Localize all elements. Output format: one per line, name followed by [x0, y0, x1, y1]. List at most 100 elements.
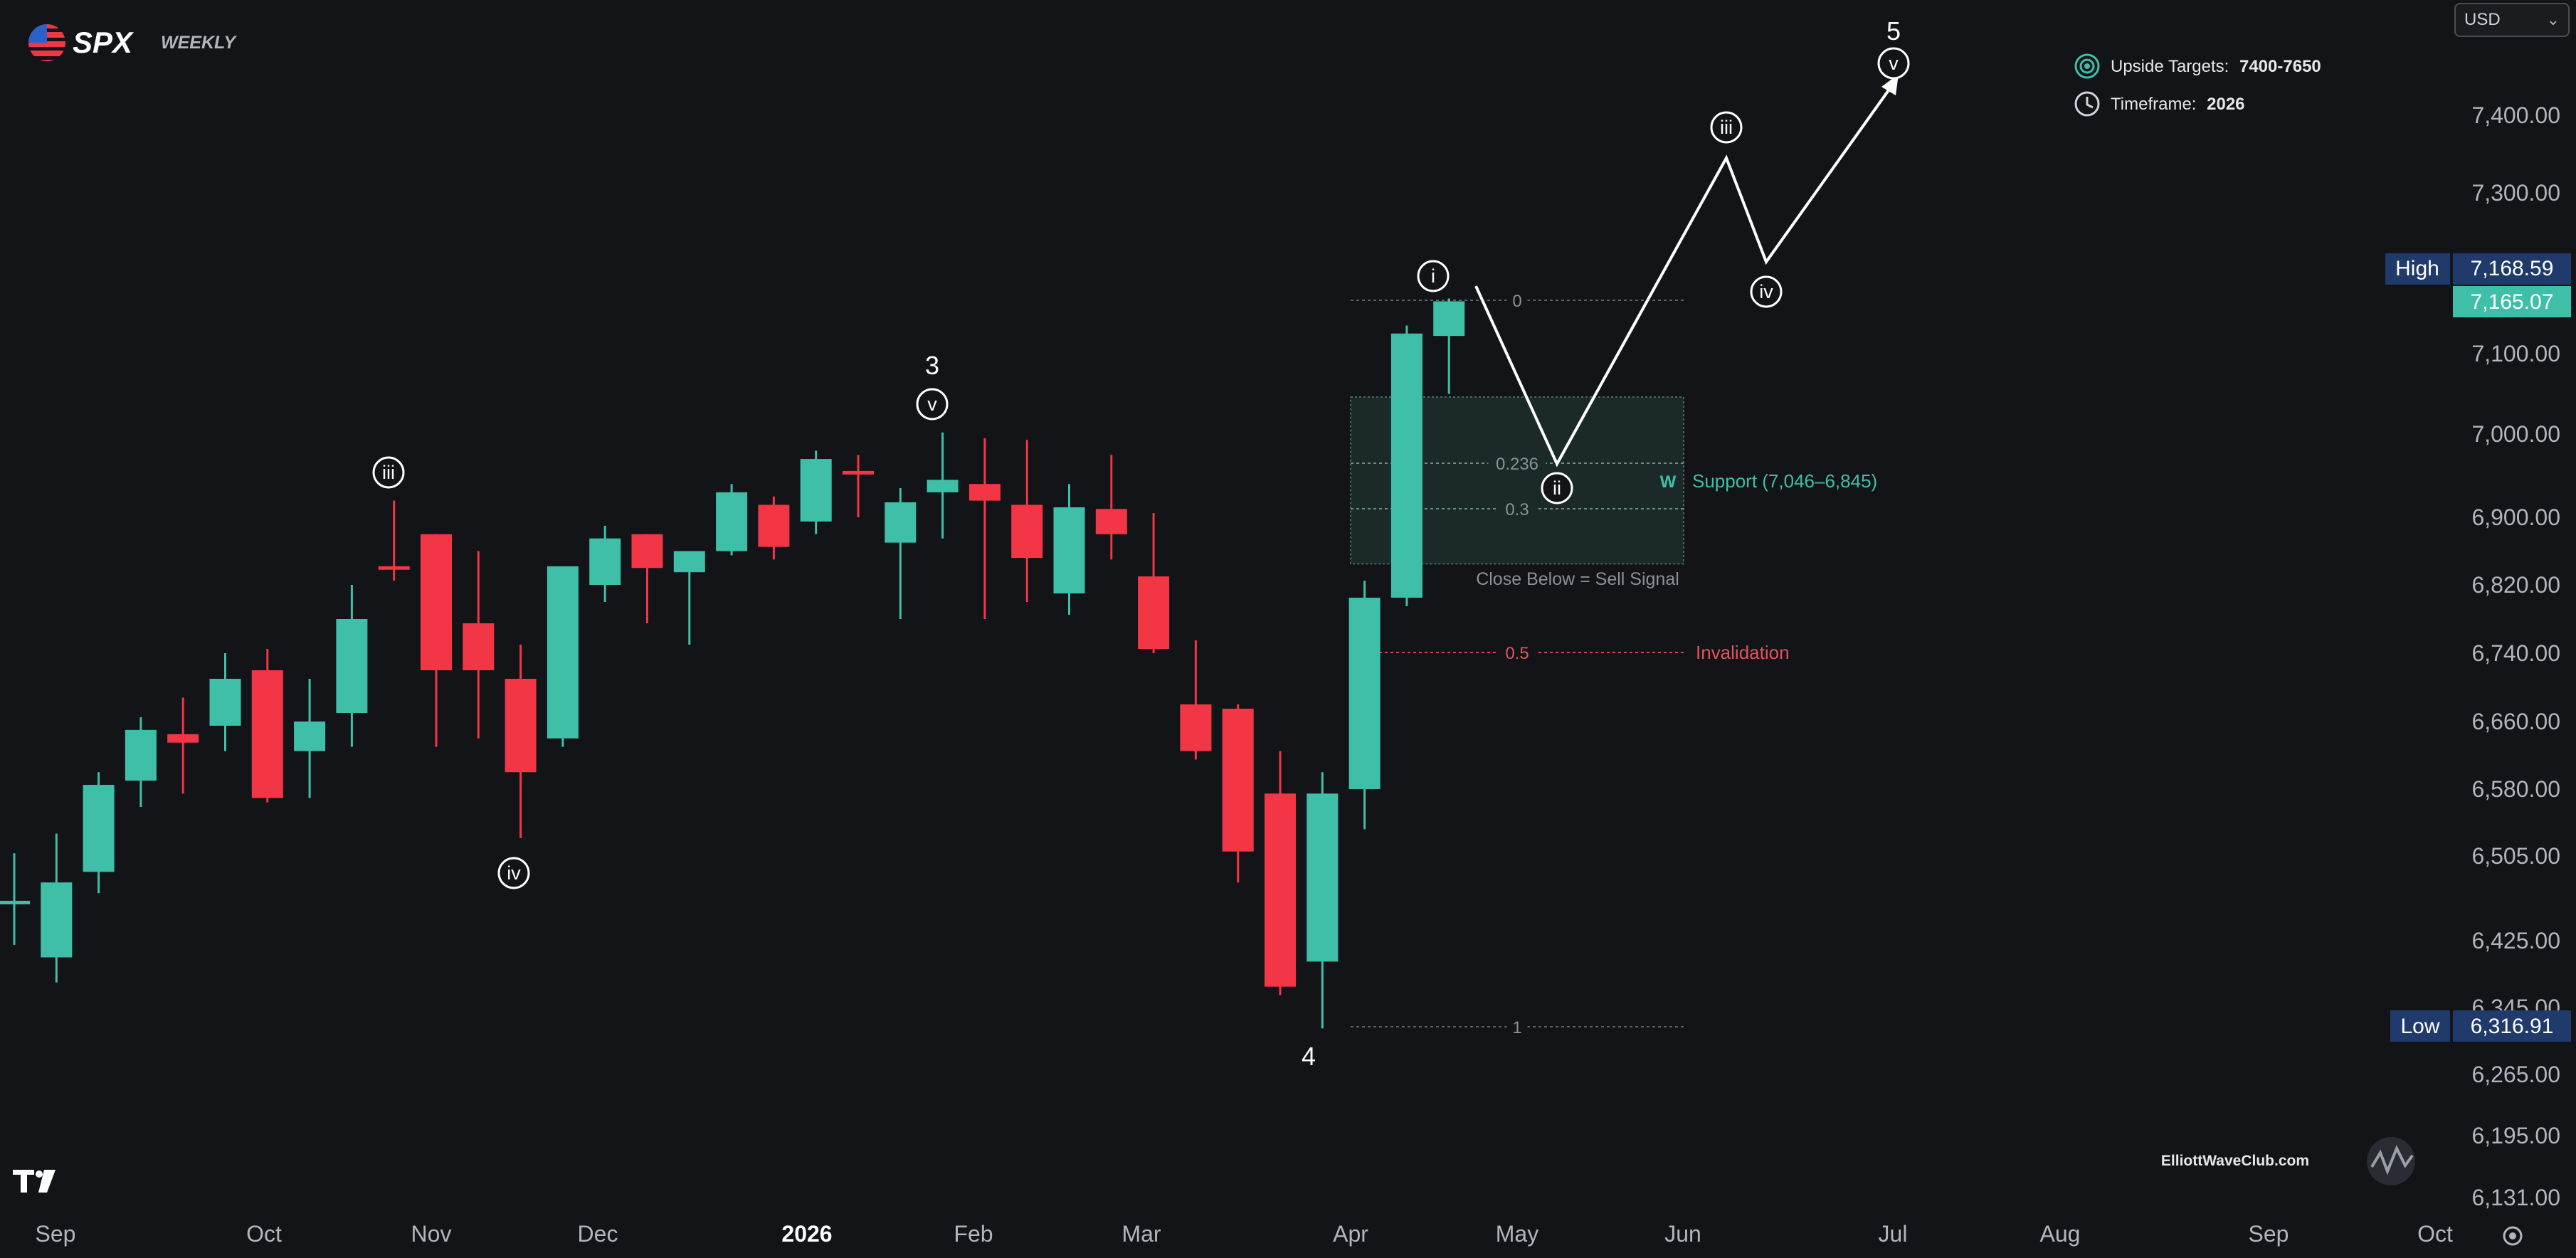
wave-label-circled: iv	[497, 857, 530, 889]
candle-body	[1433, 301, 1465, 337]
candle	[1348, 581, 1381, 830]
candle-body	[1138, 576, 1170, 649]
watermark: ElliottWaveClub.com	[2161, 1137, 2415, 1185]
y-tick-label: 6,195.00	[2471, 1123, 2560, 1148]
wave-text: ii	[1553, 477, 1561, 499]
wave-text: iv	[507, 862, 521, 884]
support-marker: W	[1660, 472, 1677, 492]
currency-select[interactable]: USD ⌄	[2454, 3, 2570, 37]
y-tick-label: 7,300.00	[2471, 180, 2560, 206]
x-tick-label: 2026	[781, 1221, 832, 1247]
timeframe-label: Timeframe:	[2111, 95, 2196, 114]
candle-body	[294, 722, 326, 751]
y-tick-label: 7,100.00	[2471, 341, 2560, 366]
targets-value: 7400-7650	[2239, 57, 2321, 76]
candle	[968, 438, 1001, 619]
time-axis[interactable]: Sep Oct Nov Dec 2026 Feb Mar Apr May Jun Jul Aug Sep…	[36, 1221, 2453, 1247]
y-tick-label: 6,580.00	[2471, 776, 2560, 802]
x-tick-label: Apr	[1333, 1221, 1368, 1247]
fib-label-bg	[1488, 453, 1546, 472]
y-tick-label: 6,425.00	[2471, 928, 2560, 953]
candle-body	[1307, 793, 1339, 962]
candle	[843, 455, 874, 517]
wave-label-circled: i	[1417, 260, 1450, 292]
info-legend: Upside Targets: 7400-7650 Timeframe: 202…	[2074, 53, 2321, 117]
fib-label: 0.3	[1505, 500, 1529, 519]
candle	[631, 534, 663, 623]
candle-body	[1053, 507, 1085, 593]
spx-logo: SPX WEEKLY	[28, 24, 237, 61]
x-tick-label: Jul	[1879, 1221, 1908, 1247]
x-tick-label: Dec	[578, 1221, 618, 1247]
wave-label-circled: iv	[1750, 275, 1783, 308]
settings-gear-icon[interactable]	[2503, 1226, 2523, 1246]
candle	[1180, 640, 1212, 760]
high-badge-value: 7,168.59	[2471, 257, 2554, 280]
wave-label-circled: iii	[372, 456, 405, 489]
fib-label-bg	[1506, 1016, 1528, 1036]
wave-label: 5	[1886, 16, 1901, 46]
wave-circle	[1541, 472, 1573, 504]
x-tick-label: Mar	[1121, 1221, 1161, 1247]
candle	[336, 585, 368, 747]
tradingview-logo-icon[interactable]	[13, 1170, 56, 1193]
candle-body	[378, 566, 410, 570]
candle	[421, 534, 452, 747]
y-tick-label: 7,400.00	[2471, 102, 2560, 128]
x-tick-label: Jun	[1664, 1221, 1701, 1247]
candle-body	[843, 470, 874, 475]
candle-body	[125, 729, 157, 781]
candle-body	[1222, 709, 1254, 852]
candle	[716, 484, 748, 556]
flag-icon	[28, 24, 65, 61]
fib-label-bg	[1497, 642, 1537, 662]
candle	[41, 833, 73, 983]
x-tick-label: Nov	[411, 1221, 452, 1247]
candle-body	[251, 670, 283, 798]
candle	[294, 679, 326, 798]
watermark-text: ElliottWaveClub.com	[2161, 1153, 2309, 1169]
last-price-badge: 7,165.07	[2453, 286, 2571, 317]
wave-text: 5	[1886, 16, 1901, 46]
candle-body	[0, 900, 30, 904]
y-tick-label: 7,000.00	[2471, 421, 2560, 447]
low-badge-value: 6,316.91	[2471, 1015, 2554, 1038]
candle	[1433, 298, 1465, 394]
candle	[125, 717, 157, 808]
candle	[1265, 751, 1296, 995]
candle-body	[927, 480, 959, 492]
sell-signal-label: Close Below = Sell Signal	[1476, 569, 1679, 589]
x-tick-label: May	[1496, 1221, 1538, 1247]
low-badge: Low 6,316.91	[2390, 1010, 2571, 1042]
candle-body	[589, 538, 621, 585]
fib-label: 0	[1512, 292, 1521, 311]
chevron-down-icon: ⌄	[2546, 11, 2560, 28]
candle	[589, 525, 621, 602]
wave-circle	[916, 388, 949, 421]
svg-text:Timeframe: 2026: Timeframe: 2026	[2111, 95, 2245, 114]
candle-body	[968, 484, 1001, 501]
candle-body	[167, 734, 199, 743]
wave-label-circled: v	[1877, 47, 1910, 80]
high-badge: High 7,168.59	[2385, 253, 2571, 285]
candle	[167, 697, 199, 794]
invalidation-label: Invalidation	[1696, 642, 1790, 663]
last-price-value: 7,165.07	[2471, 290, 2554, 314]
candle-body	[800, 459, 832, 522]
candle-body	[1095, 509, 1127, 534]
candle	[505, 645, 537, 838]
candle-body	[83, 785, 115, 872]
wave-label-circled: iii	[1710, 111, 1743, 144]
wave-circle	[372, 456, 405, 489]
candle-body	[1180, 704, 1212, 751]
candle	[1095, 455, 1127, 560]
wave-text: iii	[1720, 117, 1733, 138]
y-tick-label: 6,505.00	[2471, 843, 2560, 869]
wave-label: 4	[1302, 1042, 1316, 1071]
fib-label: 0.236	[1496, 455, 1538, 474]
wave-text: 4	[1302, 1042, 1316, 1071]
projection-line	[1474, 77, 1899, 467]
fibonacci-levels: 0 0.236 0.3 0.5 1	[1351, 290, 1684, 1037]
x-tick-label: Sep	[36, 1221, 76, 1247]
